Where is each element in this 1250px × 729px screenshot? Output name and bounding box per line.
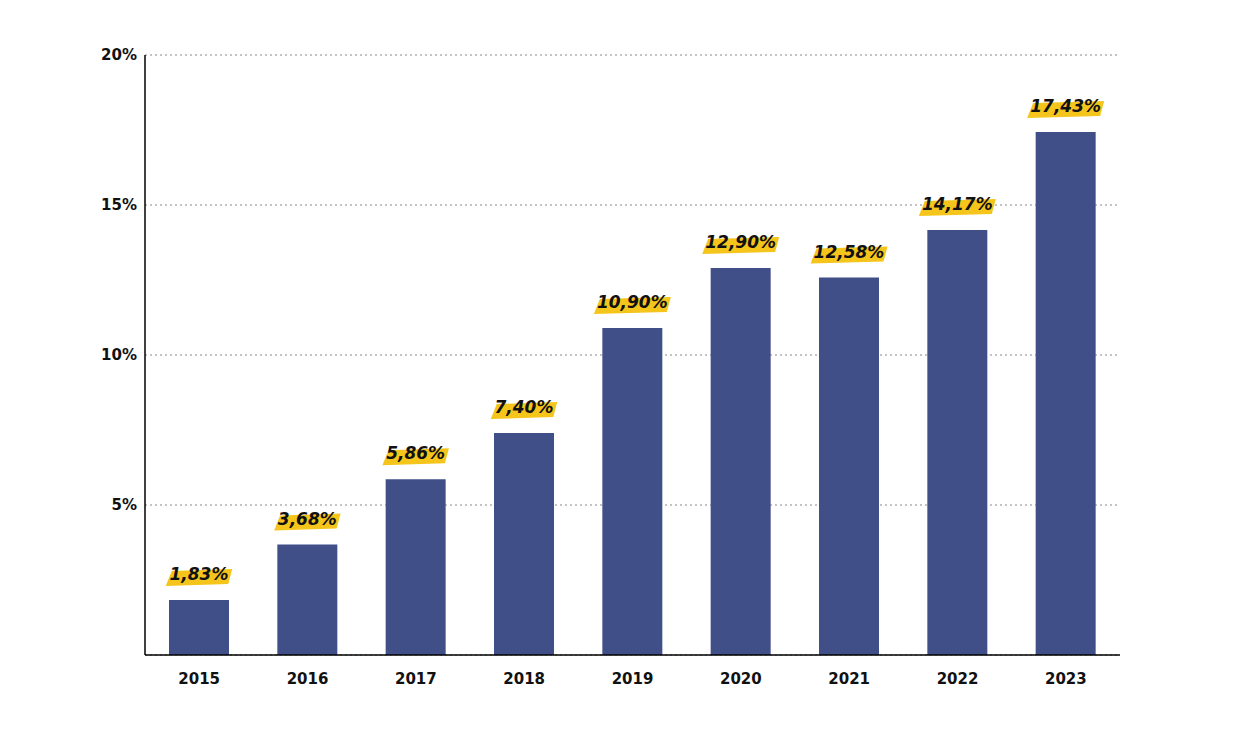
svg-text:2023: 2023 — [1045, 670, 1087, 688]
svg-text:12,90%: 12,90% — [705, 232, 776, 252]
svg-text:7,40%: 7,40% — [495, 397, 554, 417]
svg-text:17,43%: 17,43% — [1030, 96, 1101, 116]
svg-text:12,58%: 12,58% — [814, 242, 885, 262]
svg-text:2022: 2022 — [937, 670, 979, 688]
svg-text:10,90%: 10,90% — [597, 292, 668, 312]
svg-text:2016: 2016 — [287, 670, 329, 688]
svg-text:2019: 2019 — [612, 670, 654, 688]
svg-text:14,17%: 14,17% — [922, 194, 993, 214]
svg-text:2021: 2021 — [828, 670, 870, 688]
svg-text:15%: 15% — [101, 196, 137, 214]
svg-text:2018: 2018 — [503, 670, 545, 688]
svg-text:5%: 5% — [112, 496, 137, 514]
svg-text:10%: 10% — [101, 346, 137, 364]
svg-text:1,83%: 1,83% — [170, 564, 229, 584]
svg-text:5,86%: 5,86% — [386, 443, 445, 463]
svg-text:3,68%: 3,68% — [278, 509, 337, 529]
svg-text:2020: 2020 — [720, 670, 762, 688]
svg-text:2017: 2017 — [395, 670, 437, 688]
svg-text:2015: 2015 — [178, 670, 220, 688]
svg-text:20%: 20% — [101, 46, 137, 64]
